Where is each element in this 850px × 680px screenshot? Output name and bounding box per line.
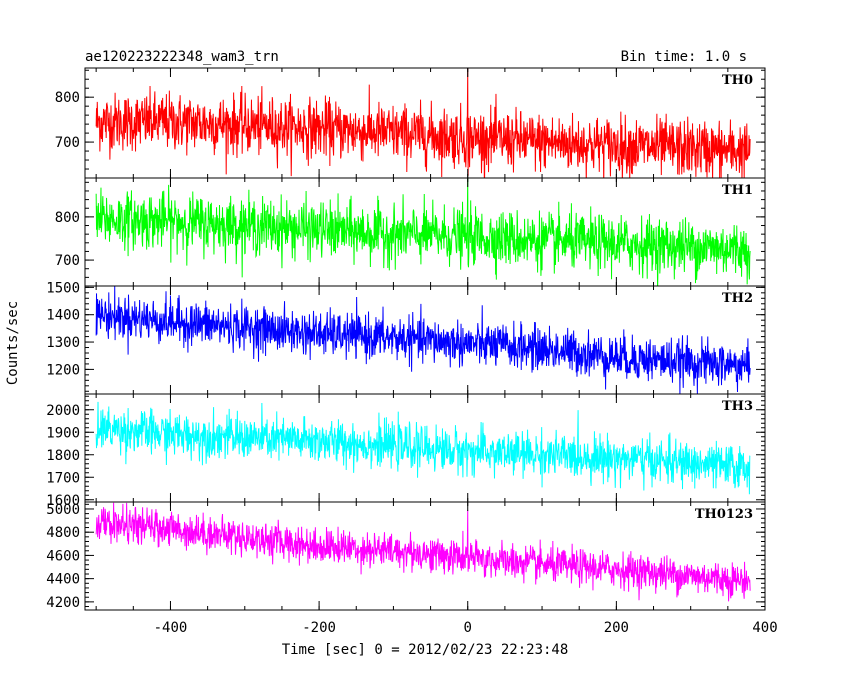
x-tick-label: 400	[752, 620, 777, 636]
panel-label-th2: TH2	[722, 291, 753, 306]
panels-group: 700 800 TH0 700 800 TH1 1200 1300 1400 1500 TH2 160…	[46, 67, 766, 611]
y-tick-label: 5000	[46, 502, 80, 518]
y-tick-label: 800	[55, 90, 80, 106]
series-th2-line	[95, 286, 751, 394]
y-tick-label: 4600	[46, 548, 80, 564]
panel-th0: 700 800 TH0	[55, 67, 766, 179]
x-tick-label: 0	[464, 620, 472, 636]
y-tick-label: 800	[55, 210, 80, 226]
y-tick-label: 1300	[46, 335, 80, 351]
y-tick-label: 1500	[46, 280, 80, 296]
chart-title: ae120223222348_wam3_trn	[85, 49, 279, 65]
x-tick-label: -200	[302, 620, 336, 636]
series-th0123-line	[95, 502, 751, 602]
y-tick-label: 1800	[46, 448, 80, 464]
y-axis-label: Counts/sec	[5, 301, 21, 385]
series-th1-line	[95, 178, 751, 286]
y-tick-label: 1200	[46, 362, 80, 378]
x-tick-label: 200	[604, 620, 629, 636]
y-tick-label: 2000	[46, 403, 80, 419]
panel-label-th0: TH0	[722, 73, 753, 88]
bin-time-label: Bin time: 1.0 s	[621, 49, 747, 65]
x-tick-label: -400	[154, 620, 188, 636]
x-axis-label: Time [sec] 0 = 2012/02/23 22:23:48	[282, 642, 569, 658]
y-tick-label: 1600	[46, 493, 80, 509]
y-tick-label: 1400	[46, 308, 80, 324]
y-tick-label: 1700	[46, 470, 80, 486]
y-tick-label: 4200	[46, 595, 80, 611]
y-tick-label: 1900	[46, 425, 80, 441]
y-tick-label: 4800	[46, 525, 80, 541]
panel-th0123: 4200 4400 4600 4800 5000 TH0123	[46, 501, 766, 611]
panel-frame	[84, 501, 766, 611]
panel-th1: 700 800 TH1	[55, 177, 766, 287]
panel-th3: 1600 1700 1800 1900 2000 TH3	[46, 393, 766, 509]
x-axis: -400 -200 0 200 400	[154, 620, 778, 636]
series-th0-line	[95, 68, 751, 178]
series-th3-line	[95, 401, 751, 495]
panel-label-th3: TH3	[722, 399, 753, 414]
panel-label-th1: TH1	[722, 183, 753, 198]
y-tick-label: 700	[55, 253, 80, 269]
y-tick-label: 700	[55, 135, 80, 151]
y-tick-label: 4400	[46, 572, 80, 588]
panel-label-th0123: TH0123	[695, 507, 753, 522]
panel-th2: 1200 1300 1400 1500 TH2	[46, 280, 766, 395]
